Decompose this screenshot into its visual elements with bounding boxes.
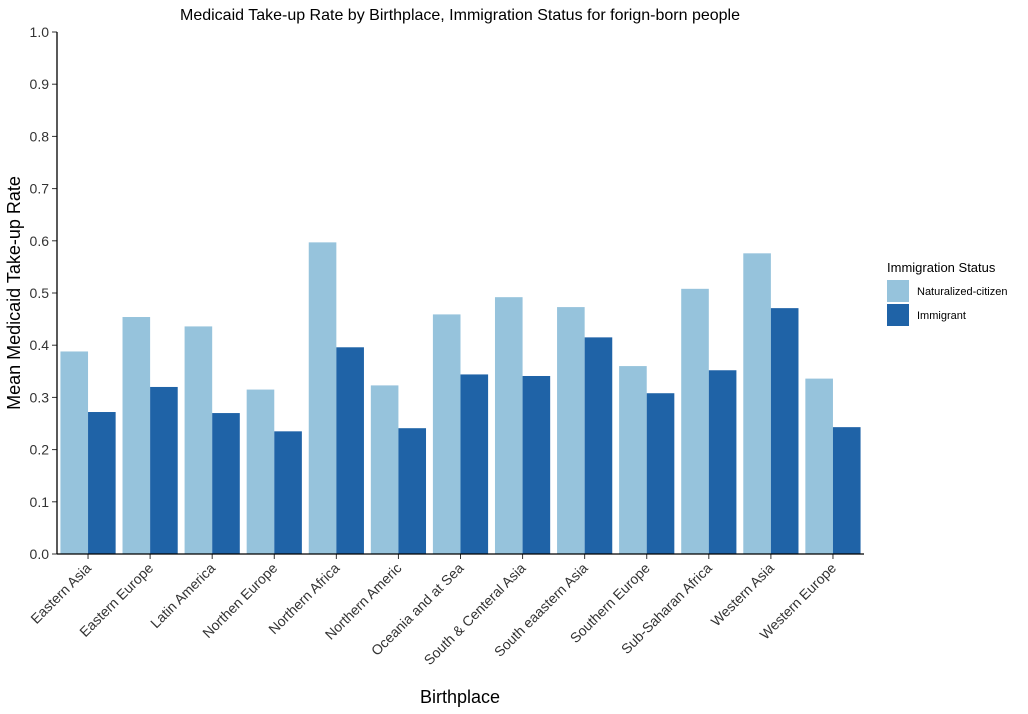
bar-naturalized-citizen xyxy=(308,242,337,554)
y-tick-label: 0.1 xyxy=(30,494,50,510)
legend-title: Immigration Status xyxy=(887,260,996,275)
bar-immigrant xyxy=(708,370,737,554)
bar-immigrant xyxy=(88,412,116,554)
legend-swatch xyxy=(887,280,909,302)
bar-naturalized-citizen xyxy=(619,366,647,554)
bar-immigrant xyxy=(522,375,551,554)
y-tick-label: 0.9 xyxy=(30,76,50,92)
x-tick-label: South & Centeral Asia xyxy=(421,560,529,668)
y-tick-label: 0.0 xyxy=(30,546,50,562)
bar-naturalized-citizen xyxy=(122,317,151,554)
x-tick-label: Eastern Asia xyxy=(27,560,94,627)
plot-area xyxy=(60,242,861,554)
y-tick-label: 0.8 xyxy=(30,128,50,144)
bar-naturalized-citizen xyxy=(432,314,461,554)
y-tick-label: 0.7 xyxy=(30,181,50,197)
legend-swatch xyxy=(887,304,909,326)
y-tick-label: 0.5 xyxy=(30,285,50,301)
bar-immigrant xyxy=(336,347,364,554)
bar-naturalized-citizen xyxy=(184,326,213,554)
bar-naturalized-citizen xyxy=(246,389,275,554)
bar-immigrant xyxy=(584,337,613,554)
x-tick-label: Western Asia xyxy=(708,560,778,630)
bar-immigrant xyxy=(460,374,489,554)
y-tick-label: 0.3 xyxy=(30,389,50,405)
bar-immigrant xyxy=(150,386,178,554)
bar-immigrant xyxy=(398,428,427,554)
bar-naturalized-citizen xyxy=(805,378,833,554)
bar-immigrant xyxy=(212,413,240,554)
y-axis-title: Mean Medicaid Take-up Rate xyxy=(4,176,24,410)
bar-naturalized-citizen xyxy=(60,351,89,554)
legend: Immigration Status Naturalized-citizen Im… xyxy=(887,260,1007,326)
chart-title: Medicaid Take-up Rate by Birthplace, Imm… xyxy=(180,7,740,24)
y-tick-label: 0.6 xyxy=(30,233,50,249)
y-tick-label: 1.0 xyxy=(30,24,50,40)
bar-immigrant xyxy=(832,427,861,554)
x-axis-title: Birthplace xyxy=(420,687,500,707)
bar-naturalized-citizen xyxy=(494,297,523,554)
bar-naturalized-citizen xyxy=(557,307,585,554)
y-tick-label: 0.4 xyxy=(30,337,50,353)
legend-label: Immigrant xyxy=(917,310,966,322)
bar-naturalized-citizen xyxy=(681,288,709,554)
bar-immigrant xyxy=(770,308,799,554)
bar-naturalized-citizen xyxy=(370,385,399,554)
bar-immigrant xyxy=(646,393,675,554)
bar-immigrant xyxy=(274,431,302,554)
y-axis: 0.0 0.1 0.2 0.3 0.4 0.5 0.6 0.7 0.8 0.9 1.0 xyxy=(30,24,57,562)
bar-naturalized-citizen xyxy=(743,253,771,554)
y-tick-label: 0.2 xyxy=(30,442,50,458)
legend-label: Naturalized-citizen xyxy=(917,286,1007,298)
